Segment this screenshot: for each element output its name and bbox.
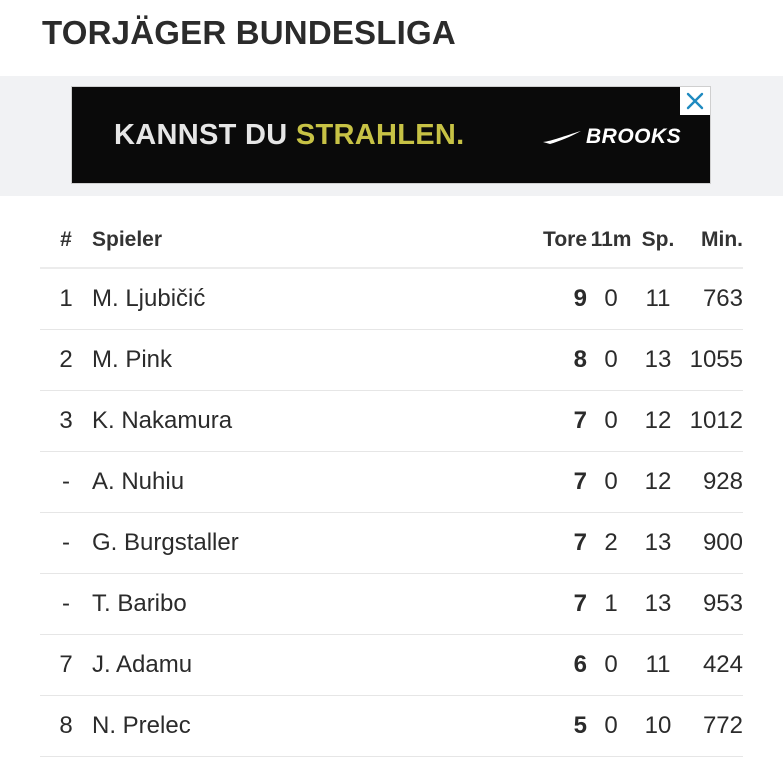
penalties-cell: 0 xyxy=(587,390,635,452)
page-title: TORJÄGER BUNDESLIGA xyxy=(42,14,456,51)
rank-cell: - xyxy=(40,512,92,574)
minutes-cell: 1055 xyxy=(681,329,743,391)
rank-cell: 2 xyxy=(40,329,92,391)
penalties-cell: 0 xyxy=(587,634,635,696)
ad-area: KANNST DU STRAHLEN. BROOKS xyxy=(0,76,783,196)
scorers-table: # Spieler Tore 11m Sp. Min. 1 M. Ljubiči… xyxy=(40,213,743,757)
table-row[interactable]: 8 N. Prelec 5 0 10 772 xyxy=(40,695,743,757)
games-cell: 10 xyxy=(635,695,681,757)
table-row[interactable]: 2 M. Pink 8 0 13 1055 xyxy=(40,329,743,391)
ad-text: KANNST DU STRAHLEN. xyxy=(114,119,465,152)
penalties-cell: 0 xyxy=(587,695,635,757)
minutes-cell: 424 xyxy=(681,634,743,696)
player-cell[interactable]: M. Pink xyxy=(92,329,537,391)
rank-cell: 8 xyxy=(40,695,92,757)
player-cell[interactable]: N. Prelec xyxy=(92,695,537,757)
col-header-rank[interactable]: # xyxy=(40,213,92,269)
ad-close-button[interactable] xyxy=(680,87,710,115)
games-cell: 12 xyxy=(635,451,681,513)
games-cell: 13 xyxy=(635,329,681,391)
ad-text-highlight: STRAHLEN. xyxy=(295,119,465,151)
games-cell: 12 xyxy=(635,390,681,452)
games-cell: 13 xyxy=(635,512,681,574)
minutes-cell: 928 xyxy=(681,451,743,513)
games-cell: 13 xyxy=(635,573,681,635)
goals-cell: 8 xyxy=(537,329,587,391)
ad-brand-name: BROOKS xyxy=(586,125,682,148)
ad-banner[interactable]: KANNST DU STRAHLEN. BROOKS xyxy=(71,86,711,184)
col-header-penalties[interactable]: 11m xyxy=(587,213,635,269)
minutes-cell: 900 xyxy=(681,512,743,574)
table-row[interactable]: 7 J. Adamu 6 0 11 424 xyxy=(40,634,743,696)
ad-brand-logo: BROOKS xyxy=(542,125,681,149)
goals-cell: 7 xyxy=(537,451,587,513)
rank-cell: 3 xyxy=(40,390,92,452)
player-cell[interactable]: T. Baribo xyxy=(92,573,537,635)
table-row[interactable]: 3 K. Nakamura 7 0 12 1012 xyxy=(40,390,743,452)
col-header-games[interactable]: Sp. xyxy=(635,213,681,269)
player-cell[interactable]: G. Burgstaller xyxy=(92,512,537,574)
close-icon xyxy=(686,92,704,110)
penalties-cell: 0 xyxy=(587,268,635,330)
minutes-cell: 1012 xyxy=(681,390,743,452)
penalties-cell: 1 xyxy=(587,573,635,635)
penalties-cell: 0 xyxy=(587,329,635,391)
player-cell[interactable]: A. Nuhiu xyxy=(92,451,537,513)
minutes-cell: 763 xyxy=(681,268,743,330)
player-cell[interactable]: J. Adamu xyxy=(92,634,537,696)
goals-cell: 5 xyxy=(537,695,587,757)
games-cell: 11 xyxy=(635,268,681,330)
col-header-minutes[interactable]: Min. xyxy=(681,213,743,269)
penalties-cell: 2 xyxy=(587,512,635,574)
penalties-cell: 0 xyxy=(587,451,635,513)
player-cell[interactable]: M. Ljubičić xyxy=(92,268,537,330)
games-cell: 11 xyxy=(635,634,681,696)
rank-cell: - xyxy=(40,451,92,513)
goals-cell: 9 xyxy=(537,268,587,330)
rank-cell: - xyxy=(40,573,92,635)
goals-cell: 7 xyxy=(537,512,587,574)
table-row[interactable]: - T. Baribo 7 1 13 953 xyxy=(40,573,743,635)
table-row[interactable]: 1 M. Ljubičić 9 0 11 763 xyxy=(40,268,743,330)
ad-text-main: KANNST DU xyxy=(114,119,296,151)
goals-cell: 6 xyxy=(537,634,587,696)
rank-cell: 7 xyxy=(40,634,92,696)
col-header-player[interactable]: Spieler xyxy=(92,213,537,269)
table-header-row: # Spieler Tore 11m Sp. Min. xyxy=(40,213,743,269)
goals-cell: 7 xyxy=(537,573,587,635)
table-row[interactable]: - A. Nuhiu 7 0 12 928 xyxy=(40,451,743,513)
brooks-swoosh-icon xyxy=(543,131,581,144)
table-row[interactable]: - G. Burgstaller 7 2 13 900 xyxy=(40,512,743,574)
minutes-cell: 772 xyxy=(681,695,743,757)
rank-cell: 1 xyxy=(40,268,92,330)
player-cell[interactable]: K. Nakamura xyxy=(92,390,537,452)
minutes-cell: 953 xyxy=(681,573,743,635)
goals-cell: 7 xyxy=(537,390,587,452)
col-header-goals[interactable]: Tore xyxy=(537,213,587,269)
